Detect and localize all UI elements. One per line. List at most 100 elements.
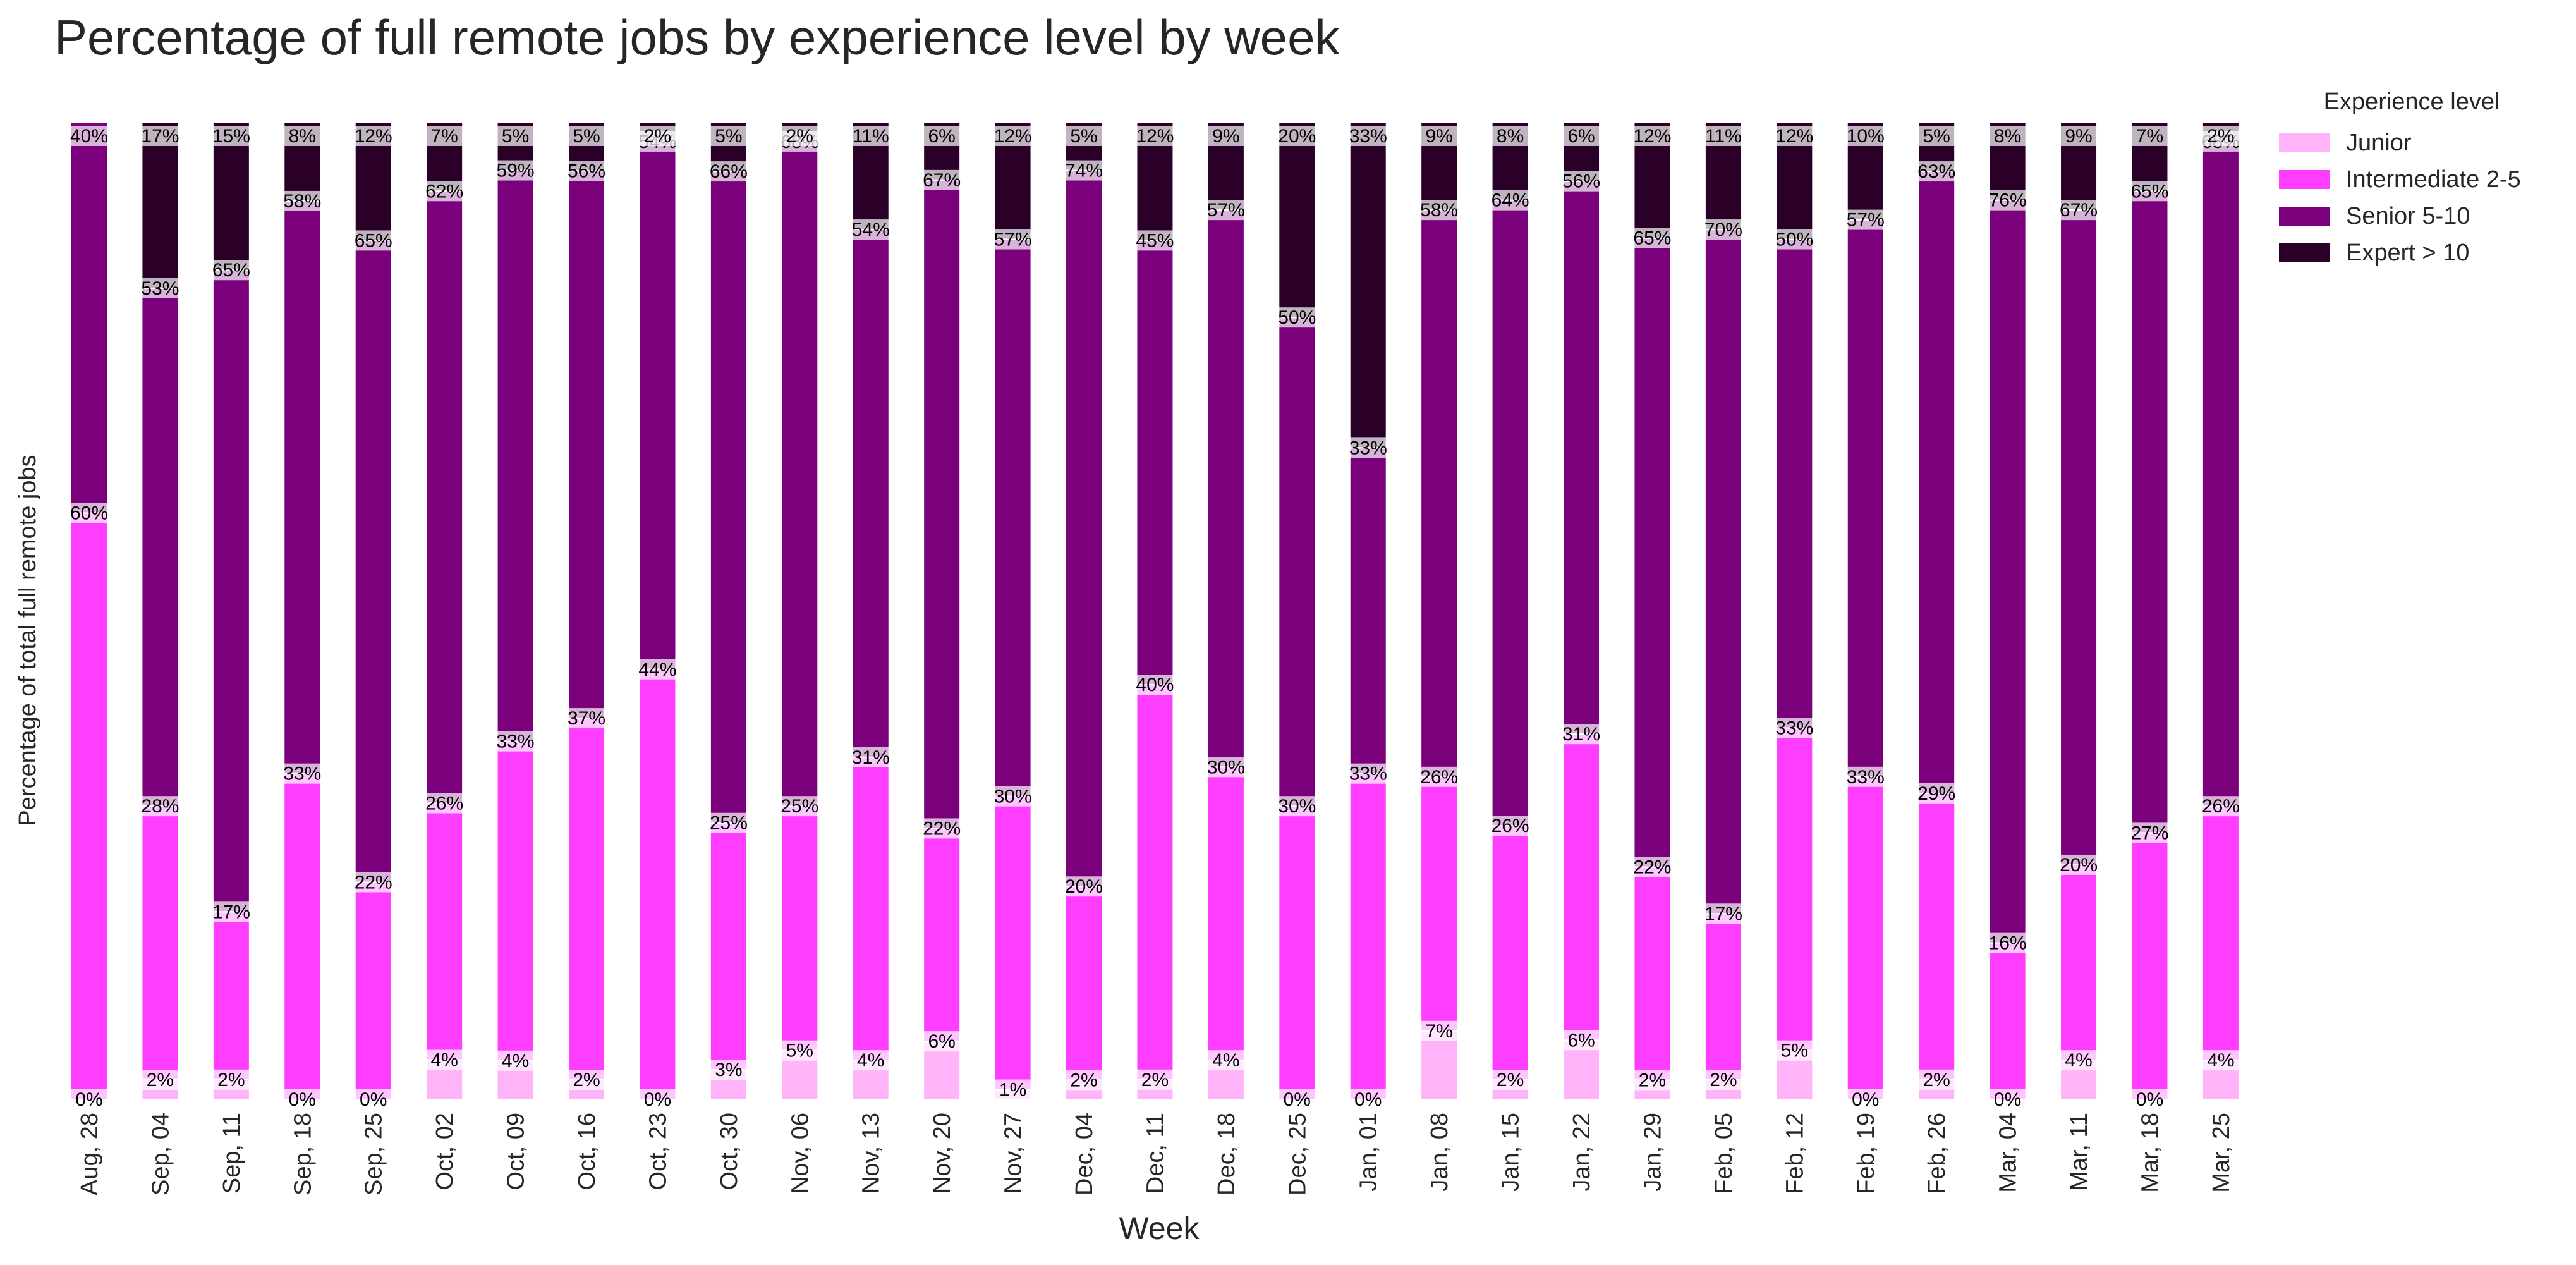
data-label-bg: [423, 181, 466, 202]
x-tick-mar-18: Mar, 18: [2137, 1113, 2163, 1193]
x-tick-dec-04: Dec, 04: [1071, 1113, 1098, 1195]
x-tick-sep-25: Sep, 25: [361, 1113, 387, 1195]
bar-intermediate-2-5-sep-18: [283, 773, 322, 1100]
legend-swatch-senior: [2279, 207, 2330, 226]
data-label-junior-nov-13: 4%: [857, 1050, 884, 1071]
data-label-bg: [1773, 126, 1816, 146]
bar-senior-5-10-jan-22: [1562, 180, 1601, 735]
data-label-bg: [494, 160, 537, 181]
data-label-intermediate-2-5-dec-04: 20%: [1065, 876, 1103, 897]
data-label-bg: [209, 901, 253, 922]
data-label-bg: [1275, 796, 1319, 817]
data-label-junior-nov-20: 6%: [928, 1031, 955, 1052]
data-label-junior-jan-08: 7%: [1425, 1021, 1452, 1042]
data-label-bg: [281, 190, 324, 211]
bar-senior-5-10-oct-23: [638, 140, 677, 670]
data-label-bg: [1986, 932, 2029, 953]
data-label-expert-10-mar-11: 9%: [2065, 126, 2092, 147]
x-tick-nov-20: Nov, 20: [929, 1113, 956, 1194]
data-label-bg: [1915, 126, 1959, 146]
legend-item-intermediate: Intermediate 2-5: [2279, 161, 2544, 198]
legend-label-senior: Senior 5-10: [2346, 202, 2470, 229]
bar-senior-5-10-oct-16: [568, 170, 606, 719]
data-label-bg: [636, 1089, 679, 1109]
legend-label-expert: Expert > 10: [2346, 239, 2470, 266]
data-label-senior-5-10-sep-18: 58%: [283, 191, 321, 212]
bar-senior-5-10-mar-18: [2130, 190, 2169, 834]
data-label-intermediate-2-5-sep-04: 28%: [141, 796, 179, 817]
data-label-bg: [281, 126, 324, 146]
bar-intermediate-2-5-jan-22: [1562, 733, 1601, 1041]
data-label-bg: [2057, 126, 2101, 146]
data-label-bg: [1844, 766, 1887, 787]
data-label-bg: [1488, 816, 1532, 836]
data-label-intermediate-2-5-dec-25: 30%: [1278, 796, 1316, 817]
x-tick-oct-09: Oct, 09: [503, 1113, 530, 1190]
data-label-bg: [1133, 126, 1177, 146]
data-label-expert-10-jan-22: 6%: [1567, 126, 1595, 147]
data-label-bg: [1773, 1040, 1816, 1061]
data-label-bg: [565, 1070, 609, 1091]
data-label-expert-10-dec-04: 5%: [1070, 126, 1097, 147]
x-tick-mar-11: Mar, 11: [2066, 1113, 2093, 1191]
data-label-bg: [138, 278, 182, 298]
data-label-intermediate-2-5-feb-26: 29%: [1917, 783, 1955, 804]
data-label-bg: [423, 793, 466, 814]
data-label-bg: [1062, 160, 1106, 181]
data-label-bg: [1488, 190, 1532, 211]
data-label-intermediate-2-5-feb-19: 33%: [1847, 767, 1885, 788]
data-label-senior-5-10-dec-11: 45%: [1136, 230, 1174, 251]
bar-intermediate-2-5-oct-09: [496, 740, 535, 1061]
data-label-bg: [1986, 1089, 2029, 1109]
data-label-bg: [351, 126, 395, 146]
data-label-bg: [1701, 126, 1745, 146]
bar-intermediate-2-5-dec-04: [1065, 886, 1103, 1081]
bar-senior-5-10-sep-11: [212, 269, 250, 913]
data-label-bg: [1631, 1070, 1674, 1091]
data-label-intermediate-2-5-nov-06: 25%: [781, 796, 818, 817]
bar-intermediate-2-5-nov-13: [851, 756, 890, 1061]
data-label-senior-5-10-dec-04: 74%: [1065, 161, 1103, 181]
bar-senior-5-10-nov-13: [851, 229, 890, 758]
bar-intermediate-2-5-oct-16: [568, 718, 606, 1081]
data-label-bg: [1915, 1069, 1959, 1090]
data-label-bg: [1773, 229, 1816, 250]
data-label-bg: [920, 1031, 964, 1052]
data-label-senior-5-10-jan-01: 33%: [1349, 437, 1387, 458]
data-label-senior-5-10-mar-04: 76%: [1989, 190, 2027, 211]
data-label-intermediate-2-5-oct-09: 33%: [497, 731, 535, 752]
data-label-bg: [1986, 190, 2029, 211]
data-label-bg: [565, 708, 609, 729]
data-label-junior-dec-18: 4%: [1212, 1050, 1239, 1071]
data-label-junior-oct-23: 0%: [644, 1089, 671, 1110]
data-label-expert-10-jan-15: 8%: [1497, 126, 1524, 147]
bar-senior-5-10-dec-18: [1206, 209, 1245, 768]
bar-intermediate-2-5-oct-02: [425, 802, 464, 1061]
chart-title: Percentage of full remote jobs by experi…: [54, 9, 1340, 65]
data-label-intermediate-2-5-jan-08: 26%: [1420, 767, 1458, 788]
data-label-bg: [494, 126, 537, 146]
bar-senior-5-10-feb-05: [1704, 229, 1742, 915]
data-label-bg: [1418, 200, 1461, 221]
data-label-bg: [2199, 126, 2242, 146]
data-label-junior-aug-28: 0%: [75, 1089, 102, 1110]
data-label-bg: [1915, 783, 1959, 804]
data-label-junior-nov-27: 1%: [999, 1080, 1026, 1101]
data-label-bg: [1133, 230, 1177, 251]
data-label-senior-5-10-oct-16: 56%: [568, 161, 605, 181]
bar-intermediate-2-5-jan-15: [1491, 825, 1529, 1081]
bar-senior-5-10-mar-04: [1988, 199, 2027, 944]
data-label-bg: [209, 1069, 253, 1090]
data-label-senior-5-10-jan-29: 65%: [1633, 228, 1671, 249]
data-label-bg: [2057, 1050, 2101, 1071]
x-tick-nov-27: Nov, 27: [1000, 1113, 1027, 1194]
data-label-intermediate-2-5-jan-22: 31%: [1562, 724, 1600, 745]
data-label-bg: [1346, 126, 1390, 146]
data-label-expert-10-sep-04: 17%: [141, 126, 179, 147]
legend-swatch-junior: [2279, 133, 2330, 152]
data-label-junior-nov-06: 5%: [786, 1041, 813, 1061]
data-label-expert-10-jan-29: 12%: [1633, 126, 1671, 147]
data-label-senior-5-10-nov-27: 57%: [994, 229, 1032, 250]
data-label-bg: [1701, 903, 1745, 924]
